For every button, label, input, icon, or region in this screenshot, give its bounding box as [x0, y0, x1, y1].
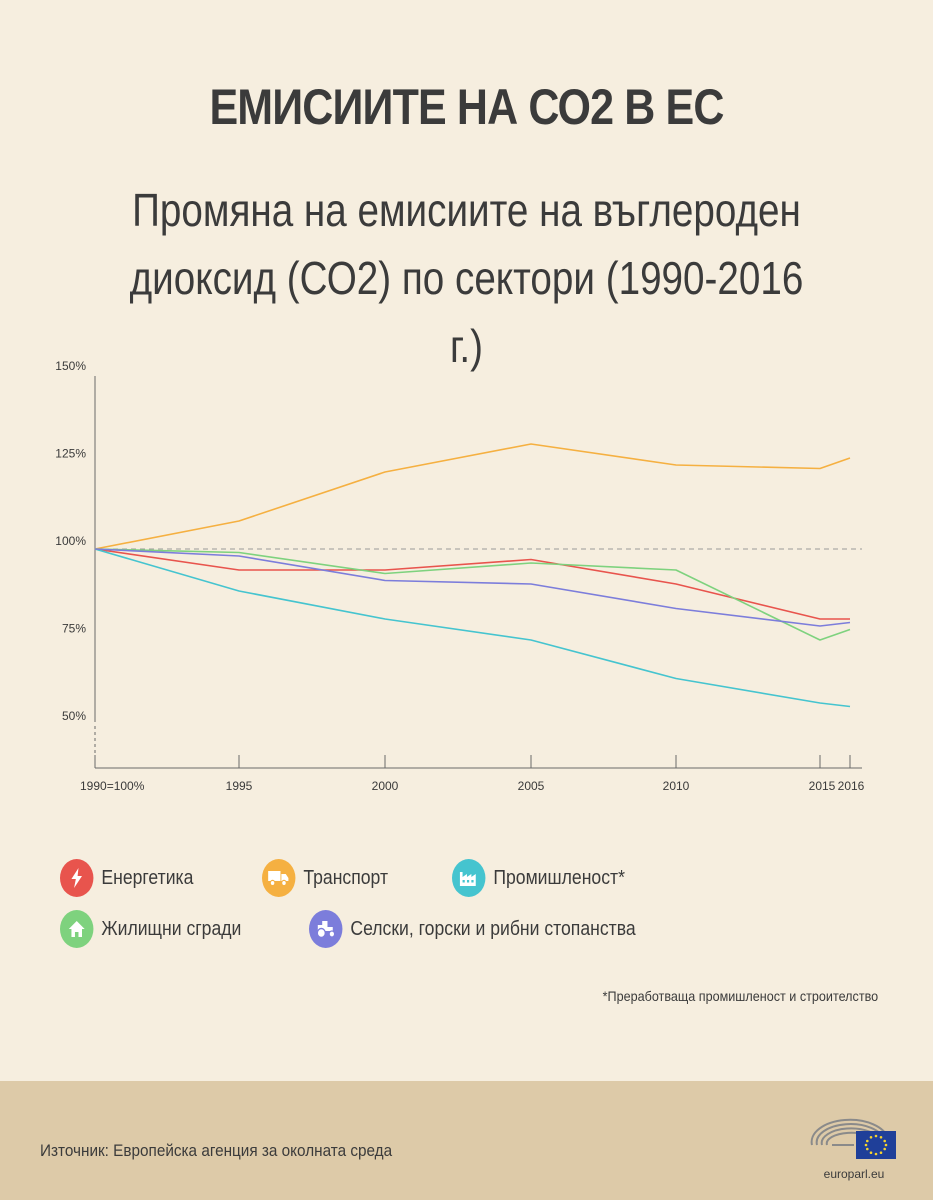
footnote: *Преработваща промишленост и строителств…: [602, 988, 878, 1004]
truck-icon: [262, 859, 296, 897]
x-tick-label: 2010: [663, 779, 690, 793]
factory-icon: [452, 859, 486, 897]
series-line-4: [94, 548, 851, 641]
y-tick-label: 100%: [55, 534, 86, 548]
legend-item-energy: Енергетика: [60, 859, 193, 897]
series-line-1: [94, 548, 850, 620]
legend-label-agriculture: Селски, горски и рибни стопанства: [350, 917, 636, 940]
legend-item-industry: Промишленост*: [452, 859, 625, 897]
y-tick-label: 50%: [62, 709, 86, 723]
europarl-logo[interactable]: europarl.eu: [808, 1105, 900, 1185]
x-tick-label: 2015: [809, 779, 836, 793]
legend-item-transport: Транспорт: [262, 859, 388, 897]
parliament-emblem-icon: [810, 1118, 896, 1159]
lightning-icon: [60, 859, 94, 897]
legend-label-energy: Енергетика: [101, 866, 194, 889]
subtitle-line-2: диоксид (СО2) по сектори (1990-2016 г.): [129, 252, 804, 372]
source-text: Източник: Европейска агенция за околната…: [40, 1141, 393, 1160]
legend-label-residential: Жилищни сгради: [101, 917, 242, 940]
x-tick-label: 1995: [226, 779, 253, 793]
y-tick-label: 125%: [55, 447, 86, 461]
y-tick-label: 150%: [55, 359, 86, 373]
co2-line-chart: 50% 75% 100% 125% 150% 1990=100% 1995 2000 2005 2…: [55, 359, 865, 793]
x-tick-label: 2005: [518, 779, 545, 793]
legend-item-agriculture: Селски, горски и рибни стопанства: [309, 910, 636, 948]
x-tick-label: 2016: [838, 779, 865, 793]
legend-label-industry: Промишленост*: [493, 866, 625, 889]
legend-label-transport: Транспорт: [303, 866, 389, 889]
series-line-5: [94, 548, 851, 627]
legend-item-residential: Жилищни сгради: [60, 910, 241, 948]
house-icon: [60, 910, 94, 948]
series-line-2: [94, 443, 851, 550]
footer: Източник: Европейска агенция за околната…: [0, 1081, 933, 1200]
tractor-icon: [309, 910, 343, 948]
page-subtitle: Промяна на емисиите на въглероден диокси…: [108, 176, 825, 380]
x-tick-label: 1990=100%: [80, 779, 145, 793]
x-tick-label: 2000: [372, 779, 399, 793]
logo-text: europarl.eu: [823, 1167, 885, 1181]
subtitle-line-1: Промяна на емисиите на въглероден: [132, 184, 801, 236]
y-tick-label: 75%: [62, 622, 86, 636]
page-title: ЕМИСИИТЕ НА СО2 В ЕС: [209, 79, 724, 135]
series-line-3: [94, 548, 851, 708]
